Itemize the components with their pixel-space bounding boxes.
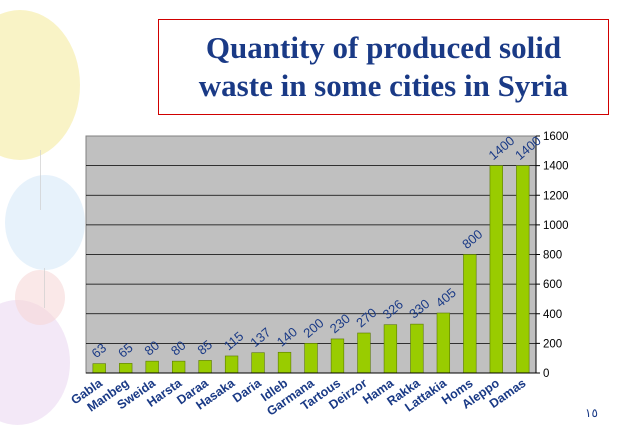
y-tick-label: 1000 <box>543 220 569 232</box>
bar <box>383 324 398 374</box>
x-tick-label: Daria <box>230 375 265 405</box>
bar <box>330 338 345 374</box>
bar <box>119 363 133 374</box>
y-tick-label: 600 <box>543 279 562 291</box>
bar <box>251 352 265 374</box>
y-tick-label: 800 <box>543 250 562 262</box>
decorative-balloon-string <box>44 268 45 308</box>
slide-title: Quantity of produced solid waste in some… <box>198 30 569 103</box>
bar <box>489 165 503 374</box>
bar <box>516 165 530 374</box>
y-tick-label: 200 <box>543 338 562 350</box>
y-tick-label: 1600 <box>543 131 569 143</box>
y-tick-label: 1400 <box>543 161 569 173</box>
bar <box>92 363 106 374</box>
bar <box>410 323 424 374</box>
y-tick-label: 0 <box>543 368 549 380</box>
bar <box>145 360 159 374</box>
decorative-balloon-pink <box>15 270 65 325</box>
title-box: Quantity of produced solid waste in some… <box>158 19 609 115</box>
bar <box>357 332 371 374</box>
page-number: ١٥ <box>585 406 598 420</box>
bar <box>463 254 477 374</box>
decorative-balloon-blue <box>5 175 85 270</box>
bar <box>198 360 212 374</box>
y-tick-label: 1200 <box>543 190 569 202</box>
bar <box>171 360 186 374</box>
bar <box>436 312 451 374</box>
bar <box>304 343 318 374</box>
decorative-balloon-string <box>40 150 41 210</box>
bar <box>224 355 239 374</box>
y-tick-label: 400 <box>543 309 562 321</box>
bar <box>277 351 292 374</box>
